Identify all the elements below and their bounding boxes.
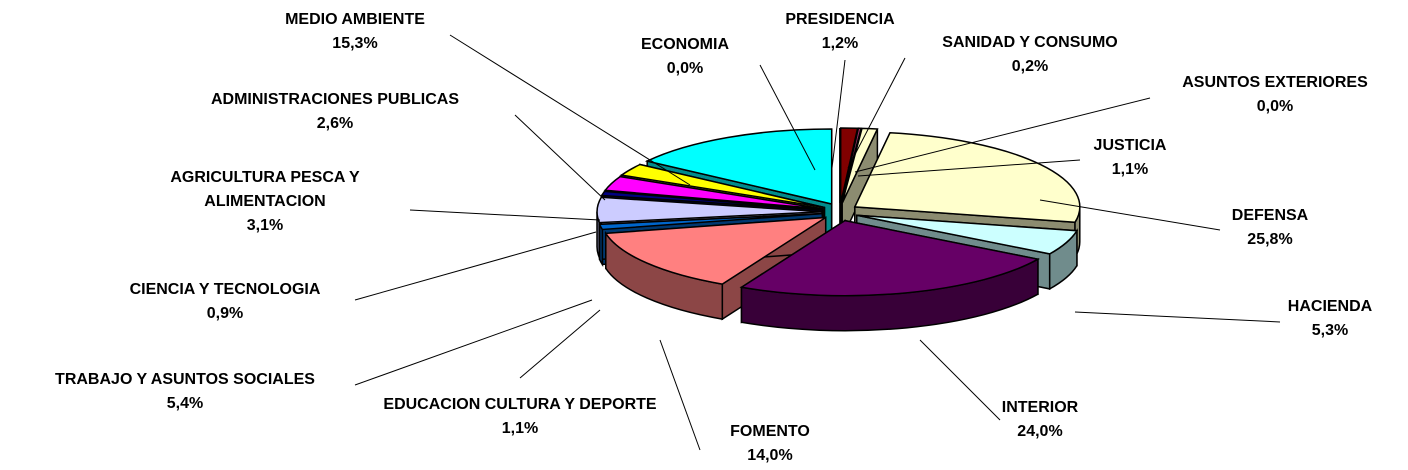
slice — [644, 128, 833, 205]
slice-label: AGRICULTURA PESCA Y ALIMENTACION 3,1% — [125, 166, 405, 238]
slice-label: CIENCIA Y TECNOLOGIA 0,9% — [130, 278, 321, 326]
slice-label: EDUCACION CULTURA Y DEPORTE 1,1% — [380, 393, 660, 441]
value-label: 24,0% — [1017, 423, 1063, 440]
category-name: FOMENTO — [730, 423, 810, 440]
value-label: 0,9% — [206, 305, 244, 322]
category-name: SANIDAD Y CONSUMO — [942, 34, 1118, 51]
leader-line — [857, 159, 1081, 177]
category-name: ECONOMIA — [641, 36, 729, 53]
value-label: 5,4% — [166, 395, 204, 412]
value-label: 5,3% — [1311, 322, 1349, 339]
value-label: 1,2% — [821, 35, 859, 52]
slice — [853, 132, 1081, 224]
category-name: JUSTICIA — [1093, 137, 1167, 154]
leader-line — [1074, 311, 1281, 323]
category-name: INTERIOR — [1001, 399, 1079, 416]
slice-label: TRABAJO Y ASUNTOS SOCIALES 5,4% — [55, 368, 315, 416]
category-name: MEDIO AMBIENTE — [285, 11, 425, 28]
slice-label: ADMINISTRACIONES PUBLICAS 2,6% — [211, 88, 459, 136]
slice — [856, 214, 1079, 255]
category-name: HACIENDA — [1287, 298, 1373, 315]
category-name: TRABAJO Y ASUNTOS SOCIALES — [55, 371, 315, 388]
leader-line — [354, 299, 593, 386]
slice-label: ECONOMIA 0,0% — [641, 33, 729, 81]
slice — [739, 219, 1041, 297]
value-label: 14,0% — [747, 447, 793, 464]
slice — [603, 175, 824, 210]
category-name: ASUNTOS EXTERIORES — [1182, 74, 1368, 91]
value-label: 0,0% — [1256, 98, 1294, 115]
category-name: CIENCIA Y TECNOLOGIA — [129, 281, 321, 298]
leader-line — [1039, 199, 1221, 231]
slice — [604, 216, 827, 285]
leader-line — [354, 231, 597, 301]
slice — [600, 190, 823, 211]
slice-label: SANIDAD Y CONSUMO 0,2% — [942, 31, 1117, 79]
value-label: 1,1% — [1111, 161, 1149, 178]
leader-line — [514, 114, 606, 201]
slice-outer-wall — [598, 224, 604, 268]
leader-line — [831, 59, 846, 169]
slice-label: ASUNTOS EXTERIORES 0,0% — [1182, 71, 1368, 119]
value-label: 3,1% — [246, 217, 284, 234]
category-name: PRESIDENCIA — [785, 11, 895, 28]
leader-line — [659, 339, 701, 451]
slice — [598, 212, 823, 231]
value-label: 0,0% — [666, 60, 704, 77]
category-name: EDUCACION CULTURA Y DEPORTE — [383, 396, 657, 413]
slice — [619, 163, 825, 209]
slice-label: INTERIOR 24,0% — [1002, 396, 1078, 444]
leader-line — [847, 57, 906, 169]
slice — [596, 196, 823, 224]
leader-line — [409, 209, 601, 221]
value-label: 1,1% — [501, 420, 539, 437]
leader-line — [854, 97, 1151, 173]
category-name: AGRICULTURA PESCA Y ALIMENTACION — [170, 169, 360, 210]
slice-label: HACIENDA 5,3% — [1288, 295, 1372, 343]
slice-label: FOMENTO 14,0% — [730, 420, 810, 468]
value-label: 25,8% — [1247, 231, 1293, 248]
category-name: DEFENSA — [1231, 207, 1309, 224]
slice-label: MEDIO AMBIENTE 15,3% — [285, 8, 425, 56]
leader-line — [919, 339, 1001, 421]
leader-line — [449, 34, 691, 186]
slice-label: DEFENSA 25,8% — [1232, 204, 1308, 252]
leader-line — [759, 64, 816, 171]
category-name: ADMINISTRACIONES PUBLICAS — [210, 91, 460, 108]
value-label: 15,3% — [332, 35, 378, 52]
value-label: 2,6% — [316, 115, 354, 132]
leader-line — [519, 309, 601, 379]
value-label: 0,2% — [1011, 58, 1049, 75]
slice — [841, 127, 879, 204]
slice-label: JUSTICIA 1,1% — [1094, 134, 1167, 182]
slice-label: PRESIDENCIA 1,2% — [785, 8, 894, 56]
